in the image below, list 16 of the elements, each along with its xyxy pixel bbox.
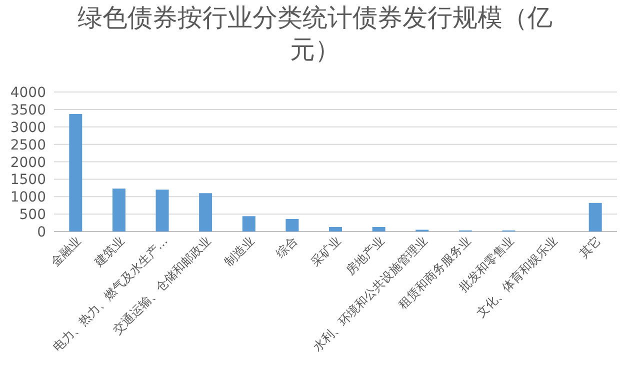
x-tick-label: 采矿业 <box>308 234 344 270</box>
y-tick-label: 500 <box>19 207 46 224</box>
x-tick-label: 金融业 <box>48 234 84 270</box>
y-tick-label: 2000 <box>10 154 46 171</box>
y-tick-label: 0 <box>37 224 46 240</box>
x-tick-label: 其它 <box>576 234 604 261</box>
chart-title: 绿色债券按行业分类统计债券发行规模（亿元） <box>76 2 554 66</box>
x-tick-label: 综合 <box>273 234 300 261</box>
x-tick-label: 建筑业 <box>91 234 128 270</box>
y-tick-label: 2500 <box>10 137 46 154</box>
x-tick-label: 制造业 <box>222 234 258 270</box>
y-tick-label: 3500 <box>10 102 46 118</box>
y-tick-label: 4000 <box>10 85 46 101</box>
y-tick-label: 1000 <box>10 190 46 206</box>
y-tick-label: 3000 <box>10 120 46 136</box>
y-tick-label: 1500 <box>10 172 46 188</box>
